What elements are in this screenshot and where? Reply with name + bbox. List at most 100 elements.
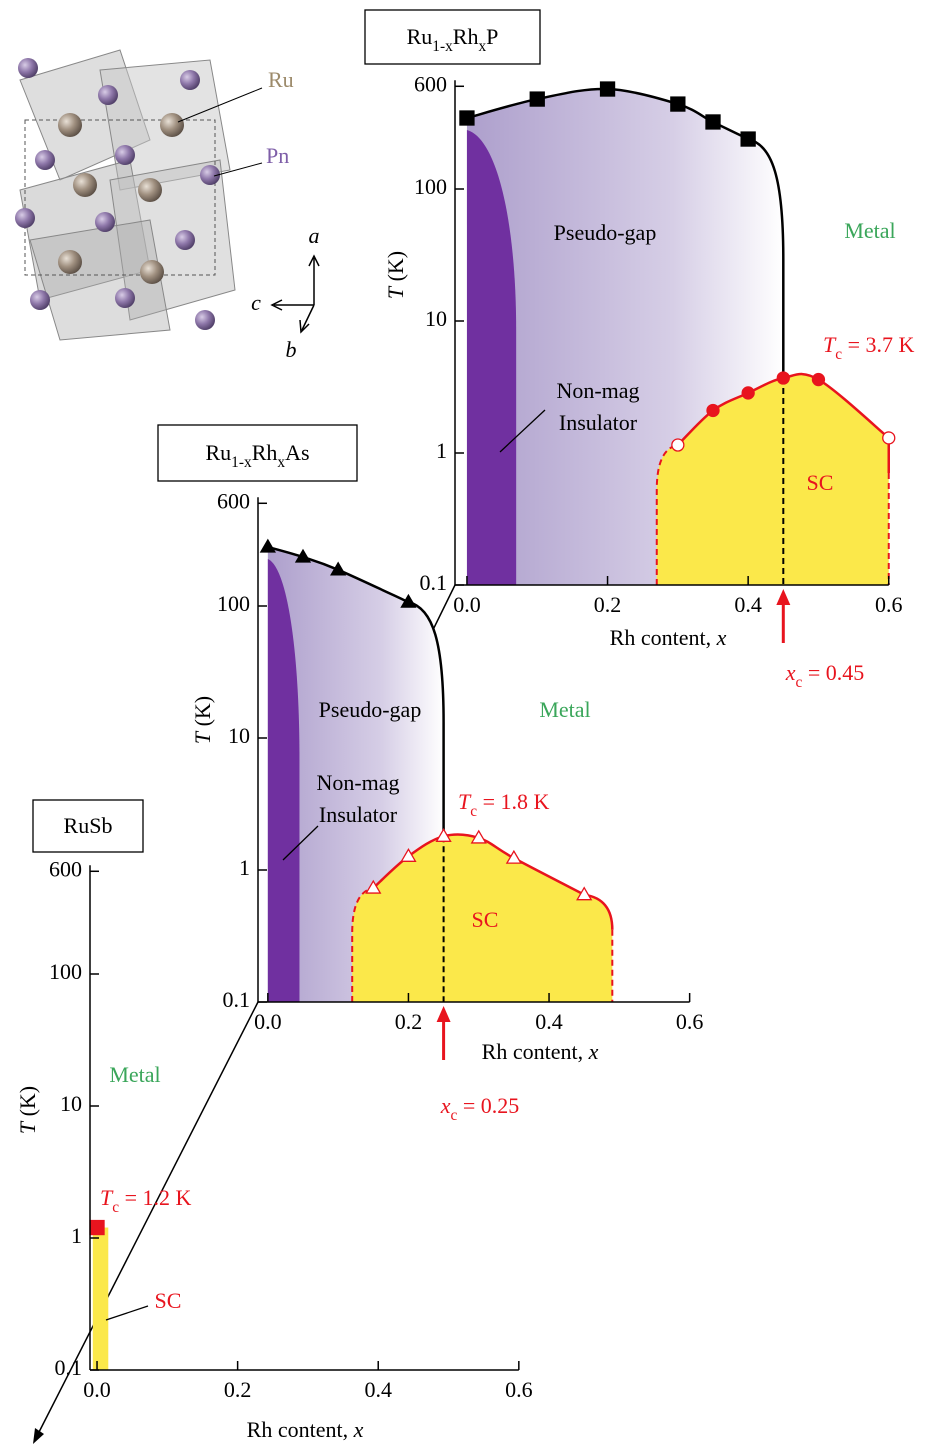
ru-atom xyxy=(140,260,164,284)
connector-arrow xyxy=(33,1428,44,1444)
ru-atom xyxy=(138,178,162,202)
y-tick-label: 0.1 xyxy=(223,987,251,1012)
xc-label: xc = 0.45 xyxy=(785,660,865,691)
x-tick-label: 0.6 xyxy=(875,592,903,617)
xc-label-part: = 0.25 xyxy=(457,1093,519,1118)
ru-atom xyxy=(73,173,97,197)
x-tick-label: 0.2 xyxy=(395,1009,423,1034)
y-axis-label: T (K) xyxy=(15,1086,40,1134)
ru-atom xyxy=(58,113,82,137)
region-label: Insulator xyxy=(559,410,638,435)
data-point xyxy=(261,540,275,552)
data-point xyxy=(90,1221,104,1235)
x-tick-label: 0.4 xyxy=(364,1377,392,1402)
y-tick-label: 100 xyxy=(49,959,82,984)
region-label: Insulator xyxy=(319,802,398,827)
x-axis-label: Rh content, x xyxy=(610,625,727,650)
xc-label-part: = 0.45 xyxy=(802,660,864,685)
x-axis-label-part: x xyxy=(588,1039,599,1064)
pn-atom xyxy=(115,145,135,165)
x-axis-label: Rh content, x xyxy=(247,1417,364,1442)
pn-atom xyxy=(98,85,118,105)
data-point xyxy=(741,132,755,146)
x-axis-label-part: Rh content, xyxy=(247,1417,354,1442)
chart-title-part: Rh xyxy=(252,440,278,465)
crystal-structure: Ru Pn a c b xyxy=(15,50,320,362)
axis-name: c xyxy=(251,290,261,315)
y-tick-label: 600 xyxy=(49,856,82,881)
region-label: Non-mag xyxy=(556,378,639,403)
figure: Ru Pn a c b xc = 0.45Pseudo-gapNon-magIn… xyxy=(0,0,925,1446)
pn-atom xyxy=(15,208,35,228)
sc-bar xyxy=(93,1228,108,1370)
x-tick-label: 0.4 xyxy=(734,592,762,617)
y-tick-label: 100 xyxy=(217,591,250,616)
chart-title-part: P xyxy=(486,24,498,49)
pn-atom xyxy=(35,150,55,170)
y-tick-label: 100 xyxy=(414,174,447,199)
chart-title-part: As xyxy=(285,440,309,465)
data-point xyxy=(601,82,615,96)
y-axis-label-part: (K) xyxy=(383,251,408,287)
y-tick-label: 600 xyxy=(414,71,447,96)
y-tick-label: 1 xyxy=(71,1223,82,1248)
y-axis-label: T (K) xyxy=(383,251,408,299)
tc-label-part: = 3.7 K xyxy=(842,332,914,357)
x-tick-label: 0.2 xyxy=(224,1377,252,1402)
ru-atom xyxy=(160,113,184,137)
y-axis-label-part: (K) xyxy=(190,696,215,732)
chart-title-part: RuSb xyxy=(64,813,113,838)
y-tick-label: 1 xyxy=(239,855,250,880)
xc-label-part: x xyxy=(785,660,796,685)
data-point xyxy=(742,387,754,399)
y-tick-label: 10 xyxy=(425,306,447,331)
data-point xyxy=(671,97,685,111)
data-point xyxy=(812,374,824,386)
y-tick-label: 0.1 xyxy=(55,1355,83,1380)
pn-atom xyxy=(180,70,200,90)
y-axis-label: T (K) xyxy=(190,696,215,744)
x-tick-label: 0.0 xyxy=(83,1377,111,1402)
region-label: Metal xyxy=(109,1062,160,1087)
region-label: SC xyxy=(807,470,834,495)
y-tick-label: 10 xyxy=(60,1091,82,1116)
xc-arrow-head xyxy=(776,589,790,605)
chart-title-part: Ru xyxy=(407,24,433,49)
xc-arrow-head xyxy=(437,1006,451,1022)
tc-label-part: = 1.2 K xyxy=(119,1185,191,1210)
y-axis-label-part: (K) xyxy=(15,1086,40,1122)
pn-atom xyxy=(30,290,50,310)
x-axis-label-part: x xyxy=(353,1417,364,1442)
axis-name: a xyxy=(309,223,320,248)
region-label: Pseudo-gap xyxy=(319,697,422,722)
data-point xyxy=(672,439,684,451)
tc-label: Tc = 3.7 K xyxy=(823,332,915,363)
region-label: SC xyxy=(472,907,499,932)
tc-label: Tc = 1.8 K xyxy=(458,789,550,820)
atom-label: Ru xyxy=(268,67,294,92)
axes-triad xyxy=(272,256,319,332)
chart-title-part: Ru xyxy=(205,440,231,465)
region-label: Metal xyxy=(844,218,895,243)
x-axis-label-part: x xyxy=(716,625,727,650)
pn-atom xyxy=(18,58,38,78)
data-point xyxy=(460,111,474,125)
x-tick-label: 0.4 xyxy=(535,1009,563,1034)
region-label: Non-mag xyxy=(316,770,399,795)
x-axis-label-part: Rh content, xyxy=(610,625,717,650)
x-tick-label: 0.2 xyxy=(594,592,622,617)
x-axis-label: Rh content, x xyxy=(482,1039,599,1064)
x-tick-label: 0.0 xyxy=(453,592,481,617)
y-tick-label: 1 xyxy=(436,438,447,463)
pn-atom xyxy=(95,212,115,232)
data-point xyxy=(530,92,544,106)
region-label: Metal xyxy=(539,697,590,722)
region-label: Pseudo-gap xyxy=(554,220,657,245)
leader-line xyxy=(106,1306,148,1320)
xc-label-part: x xyxy=(440,1093,451,1118)
atom-label: Pn xyxy=(266,143,289,168)
data-point xyxy=(706,115,720,129)
ru-atom xyxy=(58,250,82,274)
x-tick-label: 0.6 xyxy=(676,1009,704,1034)
pn-atom xyxy=(175,230,195,250)
